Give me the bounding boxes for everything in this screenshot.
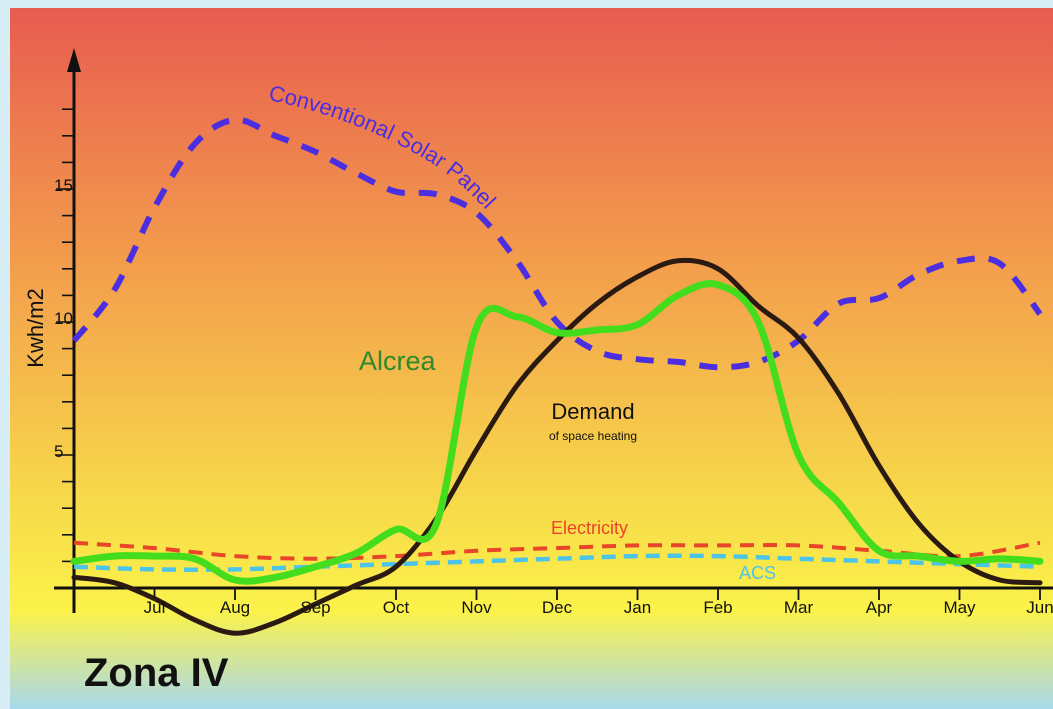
y-tick-label: 5 [54, 442, 63, 461]
series-sublabel-demand: of space heating [549, 429, 637, 443]
series-line-alcrea [70, 280, 1044, 585]
x-tick-label: Apr [866, 598, 893, 617]
x-tick-label: Jan [624, 598, 651, 617]
y-axis-label: Kwh/m2 [23, 288, 48, 367]
chart-svg: 5 10 15 Jul Aug Sep Oct Nov Dec Jan Feb Mar Apr May Ju… [10, 8, 1053, 709]
series-label-alcrea: Alcrea [359, 346, 437, 376]
series-label-acs: ACS [739, 563, 776, 583]
x-tick-label: May [943, 598, 976, 617]
chart-frame: 5 10 15 Jul Aug Sep Oct Nov Dec Jan Feb Mar Apr May Ju… [10, 8, 1053, 709]
x-tick-label: Mar [784, 598, 814, 617]
x-tick-label: Feb [703, 598, 732, 617]
series-label-electricity: Electricity [551, 518, 628, 538]
x-tick-label: Aug [220, 598, 250, 617]
series-line-conventional-solar-panel [71, 116, 1043, 371]
x-tick-label: Jun [1026, 598, 1053, 617]
x-tick-label: Oct [383, 598, 410, 617]
y-tick-label: 10 [54, 309, 73, 328]
x-tick-label: Jul [144, 598, 166, 617]
series-label-demand: Demand [551, 399, 634, 424]
y-axis-arrowhead [67, 48, 81, 72]
x-tick-label: Nov [461, 598, 492, 617]
chart-title: Zona IV [84, 651, 229, 695]
series-line-demand [71, 257, 1043, 636]
y-tick-label: 15 [54, 176, 73, 195]
x-tick-label: Dec [542, 598, 573, 617]
series-line-acs [73, 553, 1041, 572]
x-tick-label: Sep [300, 598, 330, 617]
